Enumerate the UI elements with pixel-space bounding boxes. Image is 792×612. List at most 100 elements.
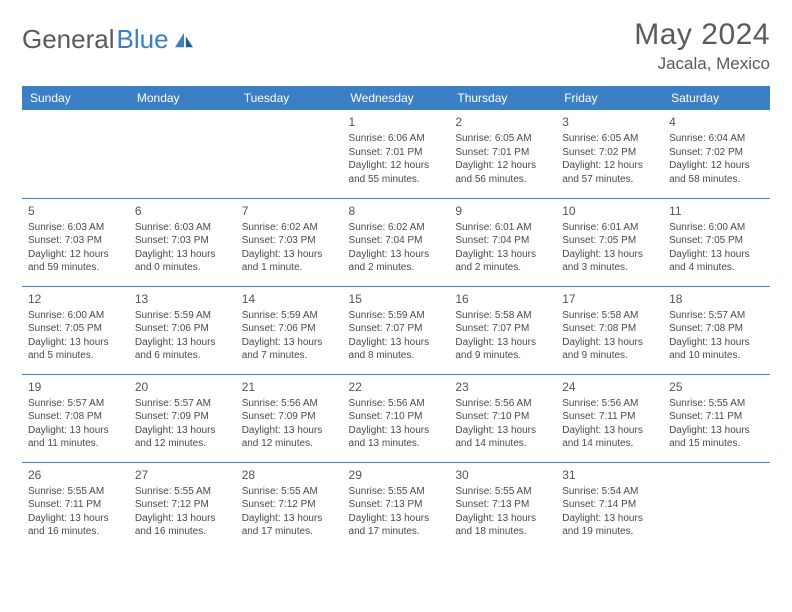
cell-text: Sunset: 7:07 PM <box>349 322 444 336</box>
calendar-cell: 22Sunrise: 5:56 AMSunset: 7:10 PMDayligh… <box>343 374 450 462</box>
day-number: 13 <box>135 291 230 307</box>
calendar-cell: 31Sunrise: 5:54 AMSunset: 7:14 PMDayligh… <box>556 462 663 550</box>
calendar-cell: 4Sunrise: 6:04 AMSunset: 7:02 PMDaylight… <box>663 110 770 198</box>
calendar-body: 1Sunrise: 6:06 AMSunset: 7:01 PMDaylight… <box>22 110 770 550</box>
calendar-cell: 8Sunrise: 6:02 AMSunset: 7:04 PMDaylight… <box>343 198 450 286</box>
calendar-cell: 9Sunrise: 6:01 AMSunset: 7:04 PMDaylight… <box>449 198 556 286</box>
cell-text: and 9 minutes. <box>455 349 550 363</box>
cell-text: Daylight: 12 hours <box>349 159 444 173</box>
calendar-cell: 12Sunrise: 6:00 AMSunset: 7:05 PMDayligh… <box>22 286 129 374</box>
month-title: May 2024 <box>634 18 770 52</box>
calendar-cell: 14Sunrise: 5:59 AMSunset: 7:06 PMDayligh… <box>236 286 343 374</box>
cell-text: Sunrise: 5:59 AM <box>349 309 444 323</box>
col-saturday: Saturday <box>663 86 770 110</box>
cell-text: and 10 minutes. <box>669 349 764 363</box>
cell-text: Sunrise: 5:56 AM <box>349 397 444 411</box>
cell-text: Sunrise: 6:01 AM <box>562 221 657 235</box>
calendar-cell: 30Sunrise: 5:55 AMSunset: 7:13 PMDayligh… <box>449 462 556 550</box>
title-block: May 2024 Jacala, Mexico <box>634 18 770 74</box>
cell-text: and 6 minutes. <box>135 349 230 363</box>
calendar-cell: 15Sunrise: 5:59 AMSunset: 7:07 PMDayligh… <box>343 286 450 374</box>
day-number: 28 <box>242 467 337 483</box>
cell-text: Sunrise: 6:00 AM <box>669 221 764 235</box>
cell-text: Sunrise: 5:57 AM <box>669 309 764 323</box>
cell-text: and 55 minutes. <box>349 173 444 187</box>
calendar-cell: 21Sunrise: 5:56 AMSunset: 7:09 PMDayligh… <box>236 374 343 462</box>
cell-text: Sunset: 7:13 PM <box>349 498 444 512</box>
cell-text: Daylight: 13 hours <box>562 248 657 262</box>
cell-text: Daylight: 12 hours <box>562 159 657 173</box>
day-number: 14 <box>242 291 337 307</box>
calendar-cell: 18 Sunrise: 5:57 AMSunset: 7:08 PMDayligh… <box>663 286 770 374</box>
calendar-cell: 6Sunrise: 6:03 AMSunset: 7:03 PMDaylight… <box>129 198 236 286</box>
calendar-cell: 10 Sunrise: 6:01 AMSunset: 7:05 PMDayligh… <box>556 198 663 286</box>
day-number: 21 <box>242 379 337 395</box>
day-number: 11 <box>669 203 764 219</box>
cell-text: Sunrise: 5:55 AM <box>28 485 123 499</box>
cell-text: and 7 minutes. <box>242 349 337 363</box>
cell-text: Sunset: 7:08 PM <box>669 322 764 336</box>
day-number: 2 <box>455 114 550 130</box>
cell-text: and 0 minutes. <box>135 261 230 275</box>
cell-text: Daylight: 13 hours <box>349 248 444 262</box>
calendar-cell: 26Sunrise: 5:55 AMSunset: 7:11 PMDayligh… <box>22 462 129 550</box>
calendar-cell: 13Sunrise: 5:59 AMSunset: 7:06 PMDayligh… <box>129 286 236 374</box>
cell-text: Sunrise: 5:55 AM <box>349 485 444 499</box>
cell-text: Sunrise: 6:02 AM <box>242 221 337 235</box>
cell-text: Sunrise: 6:00 AM <box>28 309 123 323</box>
cell-text: Sunrise: 6:04 AM <box>669 132 764 146</box>
calendar-cell: 16Sunrise: 5:58 AMSunset: 7:07 PMDayligh… <box>449 286 556 374</box>
cell-text: Sunrise: 6:01 AM <box>455 221 550 235</box>
calendar-cell: 27Sunrise: 5:55 AMSunset: 7:12 PMDayligh… <box>129 462 236 550</box>
day-number: 30 <box>455 467 550 483</box>
cell-text: Sunset: 7:11 PM <box>28 498 123 512</box>
cell-text: Sunrise: 5:56 AM <box>242 397 337 411</box>
calendar-cell <box>663 462 770 550</box>
cell-text: Daylight: 13 hours <box>669 336 764 350</box>
cell-text: and 16 minutes. <box>28 525 123 539</box>
cell-text: Sunset: 7:06 PM <box>242 322 337 336</box>
day-number: 10 <box>562 203 657 219</box>
calendar-cell <box>22 110 129 198</box>
cell-text: Daylight: 13 hours <box>135 248 230 262</box>
day-header-row: Sunday Monday Tuesday Wednesday Thursday… <box>22 86 770 110</box>
calendar-page: GeneralBlue May 2024 Jacala, Mexico Sund… <box>0 0 792 560</box>
calendar-cell: 23Sunrise: 5:56 AMSunset: 7:10 PMDayligh… <box>449 374 556 462</box>
cell-text: and 12 minutes. <box>242 437 337 451</box>
cell-text: Sunset: 7:05 PM <box>669 234 764 248</box>
cell-text: Sunset: 7:13 PM <box>455 498 550 512</box>
col-friday: Friday <box>556 86 663 110</box>
calendar-cell: 1Sunrise: 6:06 AMSunset: 7:01 PMDaylight… <box>343 110 450 198</box>
day-number: 16 <box>455 291 550 307</box>
cell-text: Daylight: 13 hours <box>242 248 337 262</box>
cell-text: and 17 minutes. <box>349 525 444 539</box>
day-number: 20 <box>135 379 230 395</box>
calendar-cell: 17Sunrise: 5:58 AMSunset: 7:08 PMDayligh… <box>556 286 663 374</box>
cell-text: Sunset: 7:14 PM <box>562 498 657 512</box>
day-number: 18 <box>669 291 764 307</box>
cell-text: Sunset: 7:06 PM <box>135 322 230 336</box>
calendar-cell <box>129 110 236 198</box>
cell-text: Sunrise: 6:02 AM <box>349 221 444 235</box>
cell-text: Daylight: 13 hours <box>242 336 337 350</box>
day-number: 24 <box>562 379 657 395</box>
cell-text: Sunset: 7:10 PM <box>455 410 550 424</box>
cell-text: and 14 minutes. <box>455 437 550 451</box>
cell-text: Sunset: 7:01 PM <box>349 146 444 160</box>
cell-text: Sunset: 7:08 PM <box>562 322 657 336</box>
col-monday: Monday <box>129 86 236 110</box>
day-number: 19 <box>28 379 123 395</box>
day-number: 26 <box>28 467 123 483</box>
day-number: 5 <box>28 203 123 219</box>
cell-text: and 16 minutes. <box>135 525 230 539</box>
calendar-row: 1Sunrise: 6:06 AMSunset: 7:01 PMDaylight… <box>22 110 770 198</box>
cell-text: and 1 minute. <box>242 261 337 275</box>
cell-text: Sunrise: 5:55 AM <box>135 485 230 499</box>
day-number: 1 <box>349 114 444 130</box>
cell-text: and 17 minutes. <box>242 525 337 539</box>
cell-text: Sunset: 7:04 PM <box>455 234 550 248</box>
cell-text: and 2 minutes. <box>455 261 550 275</box>
cell-text: Sunset: 7:05 PM <box>562 234 657 248</box>
day-number: 29 <box>349 467 444 483</box>
cell-text: Sunset: 7:08 PM <box>28 410 123 424</box>
